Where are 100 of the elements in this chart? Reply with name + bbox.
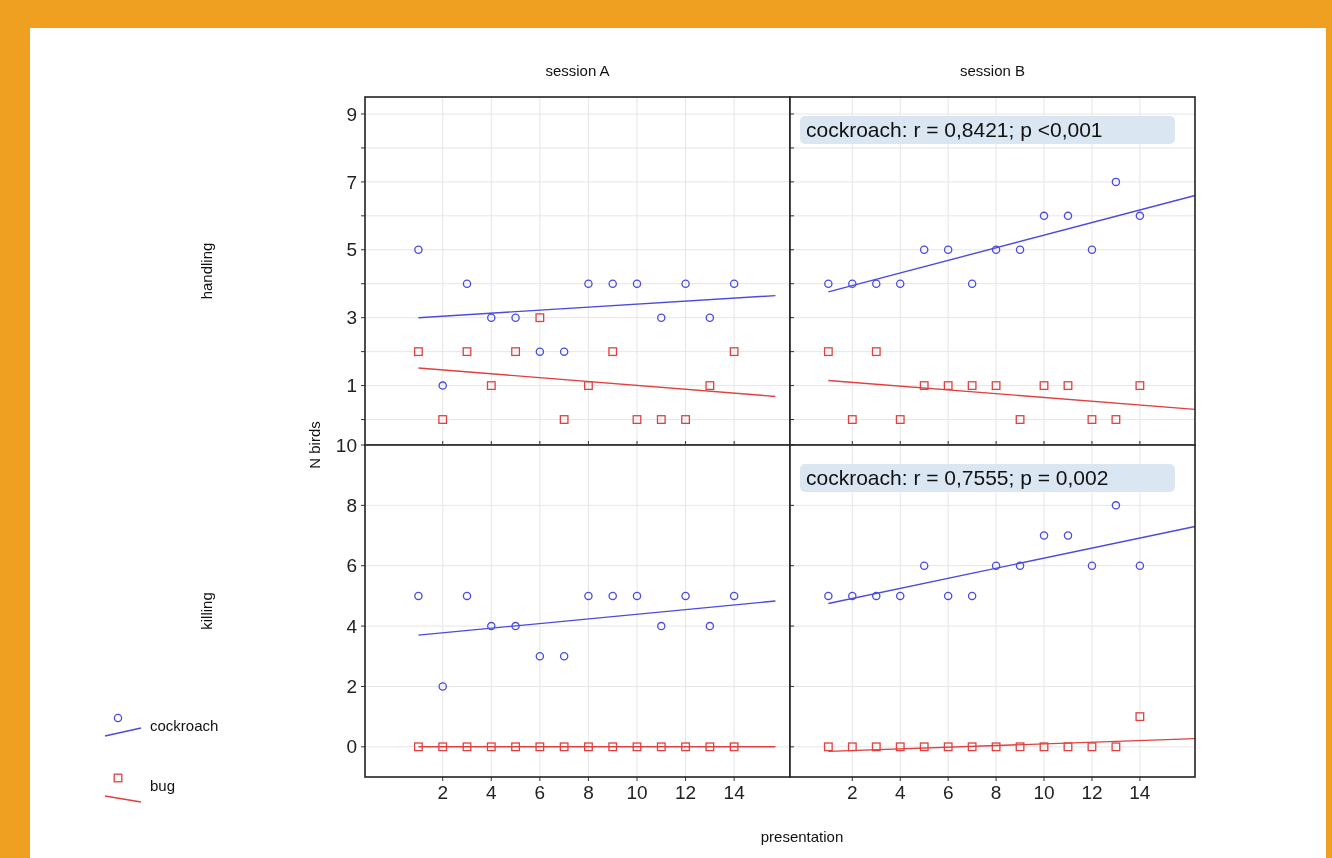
point: [559, 652, 569, 661]
point: [1063, 742, 1073, 752]
point: [632, 415, 642, 424]
point: [1111, 415, 1121, 424]
point: [583, 381, 593, 391]
point: [705, 742, 715, 752]
point: [1063, 211, 1073, 221]
point: [1111, 501, 1121, 510]
point: [511, 347, 521, 357]
annotation: cockroach: r = 0,7555; p = 0,002: [806, 466, 1109, 489]
point: [535, 347, 545, 356]
point: [632, 742, 642, 752]
text: N birds: [306, 421, 323, 469]
point: [1039, 211, 1049, 221]
point: [823, 347, 833, 357]
point: [919, 245, 929, 255]
point: [848, 591, 857, 601]
point: [943, 591, 953, 601]
point: [943, 245, 953, 255]
x-tick-label: 6: [534, 782, 546, 803]
point: [656, 415, 666, 424]
point: [584, 591, 593, 601]
y-tick-label: 2: [346, 676, 357, 698]
x-tick-label: 4: [486, 782, 497, 803]
point: [848, 279, 857, 288]
point: [991, 561, 1001, 570]
legend-entry: bug: [104, 773, 176, 803]
point: [895, 279, 905, 288]
point: [895, 415, 905, 424]
chart-title: session A: [545, 62, 610, 79]
annotation: cockroach: r = 0,8421; p <0,001: [806, 118, 1103, 141]
point: [511, 621, 520, 631]
point: [608, 742, 618, 752]
point: [1015, 742, 1025, 752]
point: [559, 742, 569, 752]
point: [681, 742, 691, 752]
point: [657, 313, 666, 322]
point: [414, 591, 423, 601]
y-tick-label: 1: [346, 375, 357, 397]
x-tick-label: 2: [847, 782, 858, 803]
point: [1135, 712, 1145, 722]
point: [1015, 245, 1025, 255]
point: [535, 742, 545, 752]
point: [1039, 742, 1049, 752]
point: [919, 561, 929, 570]
point: [511, 742, 521, 752]
point: [657, 621, 666, 631]
point: [729, 279, 739, 288]
x-tick-label: 12: [675, 782, 697, 803]
point: [872, 591, 881, 601]
point: [919, 742, 929, 752]
point: [681, 591, 690, 601]
point: [895, 742, 905, 752]
point: [967, 742, 977, 752]
point: [413, 742, 423, 752]
point: [438, 381, 447, 390]
point: [608, 347, 618, 357]
point: [414, 245, 423, 255]
y-tick-label: 4: [346, 615, 358, 637]
point: [1039, 381, 1049, 391]
point: [919, 381, 929, 391]
point: [632, 279, 642, 288]
point: [438, 742, 448, 752]
point: [1063, 381, 1073, 391]
point: [413, 347, 423, 357]
point: [1087, 561, 1097, 570]
point: [943, 742, 953, 752]
point: [1087, 415, 1097, 424]
legend-label: cockroach: [150, 717, 219, 734]
point: [535, 652, 545, 661]
point: [1111, 742, 1121, 752]
point: [608, 279, 617, 288]
point: [943, 381, 953, 391]
point: [462, 591, 472, 601]
point: [656, 742, 666, 752]
point: [705, 381, 715, 391]
point: [1015, 561, 1025, 570]
x-tick-label: 14: [723, 782, 746, 803]
point: [847, 415, 857, 424]
point: [1039, 531, 1049, 540]
y-tick-label: 8: [346, 495, 357, 517]
x-tick-label: 8: [990, 782, 1002, 803]
point: [1135, 561, 1145, 570]
point: [967, 279, 977, 288]
point: [991, 245, 1001, 255]
point: [824, 591, 833, 601]
y-axis-title: killing: [198, 592, 215, 630]
point: [1087, 742, 1097, 752]
point: [486, 742, 496, 752]
point: [991, 742, 1001, 752]
y-tick-label: 6: [346, 555, 357, 577]
point: [729, 347, 739, 357]
y-tick-label: 7: [346, 171, 357, 193]
point: [438, 415, 448, 424]
x-tick-label: 6: [942, 782, 954, 803]
y-tick-label: 5: [346, 239, 357, 261]
point: [823, 742, 833, 752]
point: [583, 742, 593, 752]
point: [991, 381, 1001, 391]
point: [487, 621, 496, 631]
